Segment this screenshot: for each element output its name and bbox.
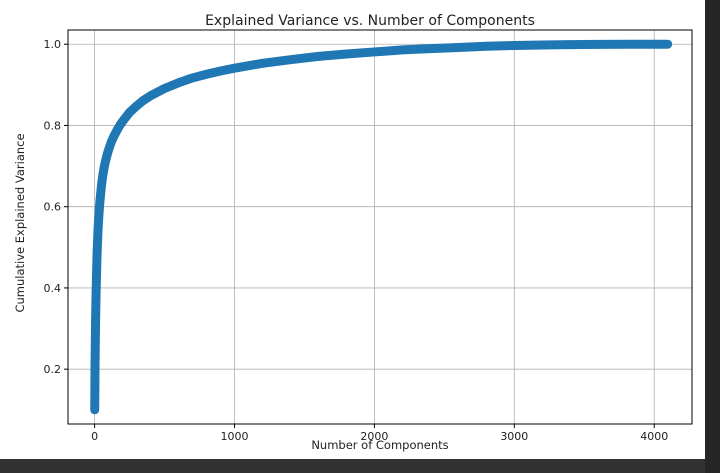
- data-point: [286, 55, 295, 64]
- plot-area-frame: [67, 29, 693, 425]
- data-point: [370, 47, 379, 57]
- variance-series: [90, 39, 673, 415]
- data-point: [125, 108, 134, 117]
- data-point: [202, 70, 211, 79]
- data-point: [92, 269, 101, 278]
- data-point: [98, 169, 108, 179]
- data-point: [174, 78, 183, 88]
- data-point: [230, 63, 239, 73]
- data-point: [314, 52, 323, 61]
- data-point: [91, 318, 100, 327]
- data-point: [90, 405, 99, 414]
- data-point: [139, 96, 148, 105]
- y-tick-label: 0.6: [44, 201, 62, 214]
- x-tick-label: 1000: [220, 430, 248, 443]
- data-point: [663, 40, 672, 49]
- x-tick-label: 3000: [500, 430, 528, 443]
- data-point: [510, 41, 519, 50]
- data-point: [342, 49, 351, 59]
- data-point: [90, 364, 100, 374]
- y-axis-label: Cumulative Explained Variance: [13, 133, 27, 312]
- data-point: [132, 101, 141, 111]
- data-point: [146, 91, 155, 101]
- x-tick-label: 2000: [360, 430, 388, 443]
- data-point: [104, 145, 113, 155]
- data-point: [93, 241, 102, 250]
- y-tick-label: 1.0: [44, 38, 62, 51]
- data-point: [216, 66, 225, 76]
- x-tick-label: 4000: [640, 430, 668, 443]
- data-point: [594, 40, 603, 49]
- data-point: [160, 84, 169, 93]
- x-axis-label: Number of Components: [311, 438, 448, 452]
- data-point: [91, 338, 100, 347]
- axis-ticks: 0 1000 2000 3000 4000 0.2 0.4 0.6 0.8 1.0: [44, 38, 669, 443]
- data-point: [90, 385, 100, 394]
- y-tick-label: 0.8: [44, 119, 62, 132]
- explained-variance-chart: Explained Variance vs. Number of Compone…: [13, 13, 693, 452]
- data-point: [91, 293, 101, 303]
- data-point: [258, 59, 267, 68]
- data-point: [566, 40, 575, 49]
- data-point: [95, 202, 104, 211]
- data-point: [188, 73, 197, 83]
- data-point: [650, 40, 659, 49]
- data-point: [94, 212, 103, 222]
- data-point: [97, 180, 106, 189]
- data-point: [92, 281, 101, 291]
- data-point: [398, 45, 407, 55]
- data-point: [454, 43, 463, 52]
- window-bottom-strip: [0, 459, 720, 473]
- data-point: [91, 328, 100, 337]
- y-tick-label: 0.4: [44, 282, 62, 295]
- y-tick-label: 0.2: [44, 363, 62, 376]
- data-point: [482, 42, 491, 51]
- data-point: [426, 44, 435, 53]
- data-point: [622, 40, 631, 49]
- chart-title: Explained Variance vs. Number of Compone…: [205, 13, 535, 29]
- data-point: [91, 310, 100, 319]
- figure-canvas: Explained Variance vs. Number of Compone…: [0, 0, 705, 459]
- data-point: [93, 224, 103, 234]
- window-right-strip: [705, 0, 720, 473]
- data-point: [118, 117, 127, 126]
- data-point: [92, 249, 102, 258]
- data-point: [90, 350, 100, 360]
- data-point: [92, 259, 102, 268]
- series-line: [90, 39, 673, 415]
- x-tick-label: 0: [91, 430, 98, 443]
- data-point: [95, 194, 105, 203]
- data-point: [91, 302, 101, 311]
- data-point: [538, 40, 547, 50]
